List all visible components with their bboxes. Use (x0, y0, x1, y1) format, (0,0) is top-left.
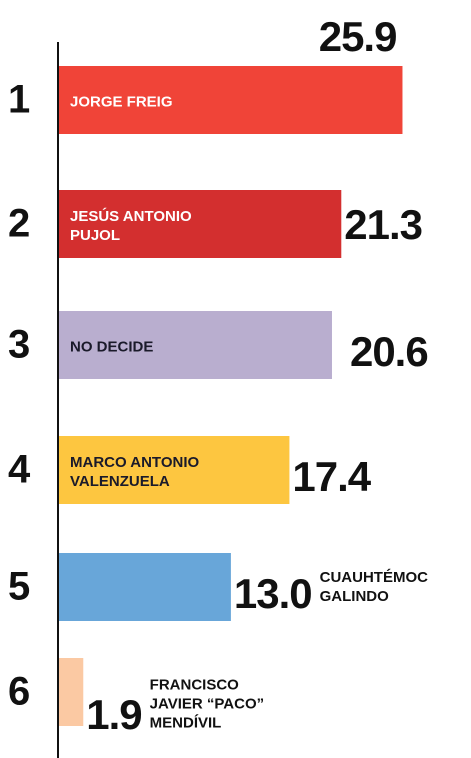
rank-label: 1 (8, 78, 30, 122)
bar (59, 658, 84, 726)
rank-label: 3 (8, 323, 30, 367)
bar (59, 553, 231, 621)
value-label: 20.6 (350, 328, 428, 375)
bar (59, 311, 332, 379)
value-label: 25.9 (319, 13, 397, 60)
category-label: MARCO ANTONIO VALENZUELA (70, 454, 200, 490)
rank-label: 5 (8, 565, 30, 609)
bar (59, 66, 403, 134)
category-label: JESÚS ANTONIO PUJOL (70, 208, 192, 244)
bar (59, 436, 290, 504)
value-label: 17.4 (292, 453, 371, 500)
rank-label: 2 (8, 202, 30, 246)
value-label: 21.3 (344, 201, 422, 248)
category-label: NO DECIDE (70, 338, 154, 356)
value-label: 13.0 (234, 570, 312, 617)
value-label: 1.9 (86, 691, 141, 738)
rank-label: 6 (8, 670, 30, 714)
category-label: CUAUHTÉMOC GALINDO (319, 569, 428, 605)
category-label: FRANCISCO JAVIER “PACO” MENDÍVIL (149, 676, 265, 732)
category-label: JORGE FREIG (70, 93, 173, 111)
bar (59, 190, 342, 258)
rank-label: 4 (8, 448, 31, 492)
